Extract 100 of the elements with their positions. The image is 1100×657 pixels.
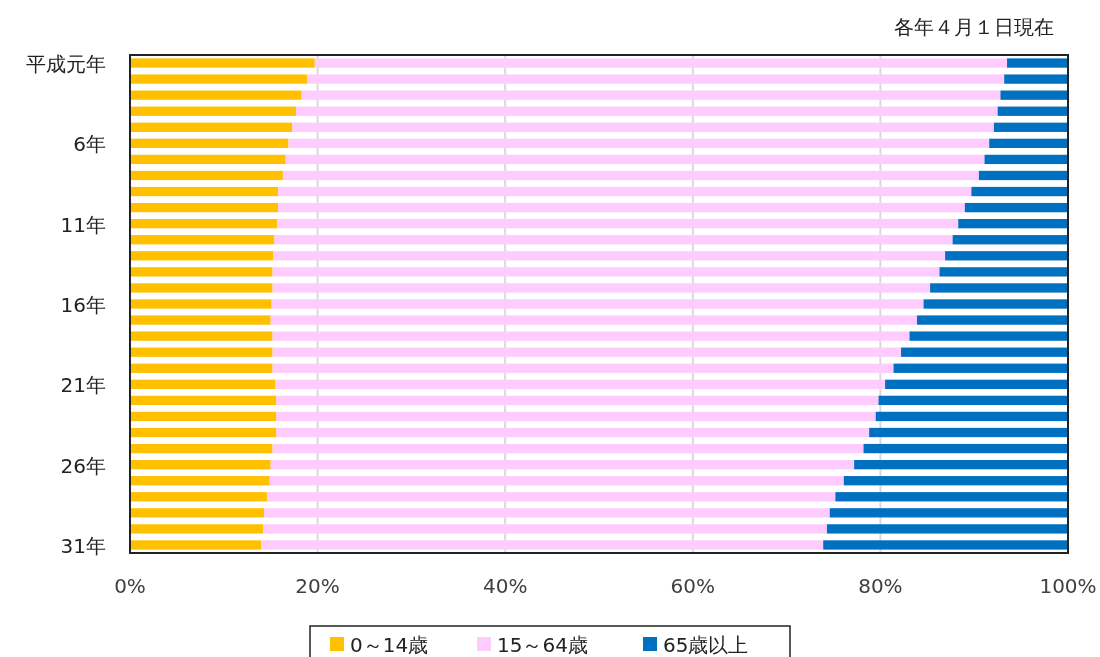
bar (130, 186, 279, 197)
bar (276, 427, 870, 438)
bar (130, 267, 273, 277)
bar (829, 508, 1068, 518)
x-tick-label: 80% (858, 574, 903, 598)
bar (130, 395, 277, 406)
bar (958, 219, 1068, 229)
bar (278, 186, 972, 197)
bar (130, 251, 274, 261)
bar (875, 411, 1068, 422)
bar (285, 154, 985, 165)
y-tick-label: 21年 (60, 373, 106, 398)
bar (984, 154, 1068, 165)
bar (964, 202, 1068, 213)
bar (130, 58, 315, 68)
bar (130, 492, 267, 502)
bar (270, 459, 855, 470)
bar (869, 427, 1068, 438)
bar (952, 235, 1068, 245)
bar (273, 251, 946, 261)
bar (264, 508, 830, 518)
y-tick-label: 11年 (60, 212, 106, 237)
bar (270, 315, 917, 325)
bar (314, 58, 1008, 68)
bar (130, 299, 272, 309)
bar (835, 492, 1068, 502)
bar (288, 138, 990, 149)
bar (130, 315, 271, 325)
bar (993, 122, 1068, 132)
bar (130, 540, 262, 550)
bar (909, 331, 1068, 341)
bar (292, 122, 994, 132)
bar (274, 235, 953, 245)
bar (885, 379, 1068, 389)
bar (271, 299, 924, 309)
bar (130, 235, 275, 245)
bar (978, 170, 1068, 181)
bar (945, 251, 1068, 261)
bar (272, 443, 864, 454)
bar (130, 427, 277, 438)
bar (1000, 90, 1068, 100)
bar (854, 459, 1068, 470)
bar (263, 524, 827, 534)
x-tick-label: 60% (670, 574, 716, 598)
bar (266, 492, 836, 502)
bar (272, 347, 902, 357)
bar (930, 283, 1068, 293)
bar (971, 186, 1068, 197)
bar (277, 219, 959, 229)
x-tick-label: 0% (114, 574, 146, 598)
bar (130, 154, 286, 165)
bar (130, 411, 277, 422)
y-tick-label: 6年 (73, 132, 106, 157)
bar (272, 363, 894, 373)
bar (276, 395, 879, 406)
bar (923, 299, 1068, 309)
bar (989, 138, 1068, 149)
x-tick-label: 40% (482, 574, 528, 598)
text: 各年４月１日現在 (894, 15, 1054, 39)
bar (130, 331, 273, 341)
y-tick-label: 平成元年 (26, 52, 106, 77)
bar (275, 379, 886, 389)
bar (272, 267, 940, 277)
bar (272, 283, 931, 293)
bar (307, 74, 1005, 84)
bar (130, 122, 293, 132)
bar (301, 90, 1001, 100)
bar (130, 524, 264, 534)
bar (130, 508, 265, 518)
bar (878, 395, 1068, 406)
bar (823, 540, 1068, 550)
bar (939, 267, 1068, 277)
bar (901, 347, 1068, 357)
bar (130, 476, 270, 486)
bar (130, 379, 276, 389)
bar (1004, 74, 1068, 84)
bar (130, 106, 297, 116)
bar (863, 443, 1068, 454)
bar (130, 202, 279, 213)
bar (276, 411, 876, 422)
bar (278, 202, 965, 213)
legend-label: 65歳以上 (663, 633, 749, 657)
bar (272, 331, 910, 341)
y-tick-label: 31年 (60, 533, 106, 558)
bar (130, 90, 302, 100)
bar (997, 106, 1068, 116)
x-tick-label: 100% (1039, 574, 1097, 598)
y-tick-label: 26年 (60, 453, 106, 478)
bar (130, 459, 271, 470)
x-tick-label: 20% (295, 574, 340, 598)
bar (130, 443, 273, 454)
legend-label: 0～14歳 (350, 633, 429, 657)
bar (893, 363, 1068, 373)
bar (1007, 58, 1068, 68)
bar (269, 476, 844, 486)
bar (130, 347, 273, 357)
bar (130, 283, 273, 293)
bar (130, 219, 278, 229)
bar (826, 524, 1068, 534)
bar (296, 106, 998, 116)
